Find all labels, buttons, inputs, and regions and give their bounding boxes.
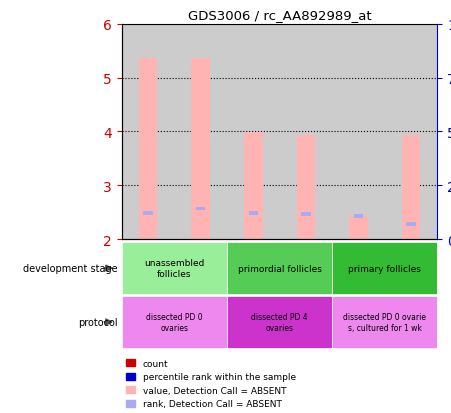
Legend: count, percentile rank within the sample, value, Detection Call = ABSENT, rank, : count, percentile rank within the sample… (126, 359, 296, 408)
Text: development stage: development stage (23, 263, 117, 273)
Bar (297, 136, 315, 240)
Bar (332, 25, 385, 240)
Bar (332, 297, 437, 348)
Text: unassembled
follicles: unassembled follicles (144, 259, 205, 278)
Text: dissected PD 0 ovarie
s, cultured for 1 wk: dissected PD 0 ovarie s, cultured for 1 … (343, 313, 426, 332)
Bar (196, 207, 206, 211)
Bar (227, 297, 332, 348)
Bar (143, 212, 153, 216)
Bar (122, 297, 227, 348)
Text: primary follicles: primary follicles (349, 264, 421, 273)
Bar (354, 215, 363, 218)
Bar (122, 25, 175, 240)
Bar (122, 243, 227, 294)
Bar (406, 223, 416, 226)
Bar (175, 25, 227, 240)
Bar (227, 243, 332, 294)
Bar (350, 216, 368, 240)
Bar (249, 212, 258, 216)
Text: primordial follicles: primordial follicles (238, 264, 322, 273)
Bar (244, 133, 262, 240)
Bar (280, 25, 332, 240)
Bar (332, 243, 437, 294)
Text: dissected PD 0
ovaries: dissected PD 0 ovaries (146, 313, 202, 332)
Bar (301, 212, 311, 216)
Bar (385, 25, 437, 240)
Bar (192, 59, 210, 240)
Text: protocol: protocol (78, 317, 117, 327)
Title: GDS3006 / rc_AA892989_at: GDS3006 / rc_AA892989_at (188, 9, 372, 22)
Bar (402, 136, 420, 240)
Text: dissected PD 4
ovaries: dissected PD 4 ovaries (251, 313, 308, 332)
Bar (139, 59, 157, 240)
Bar (227, 25, 280, 240)
